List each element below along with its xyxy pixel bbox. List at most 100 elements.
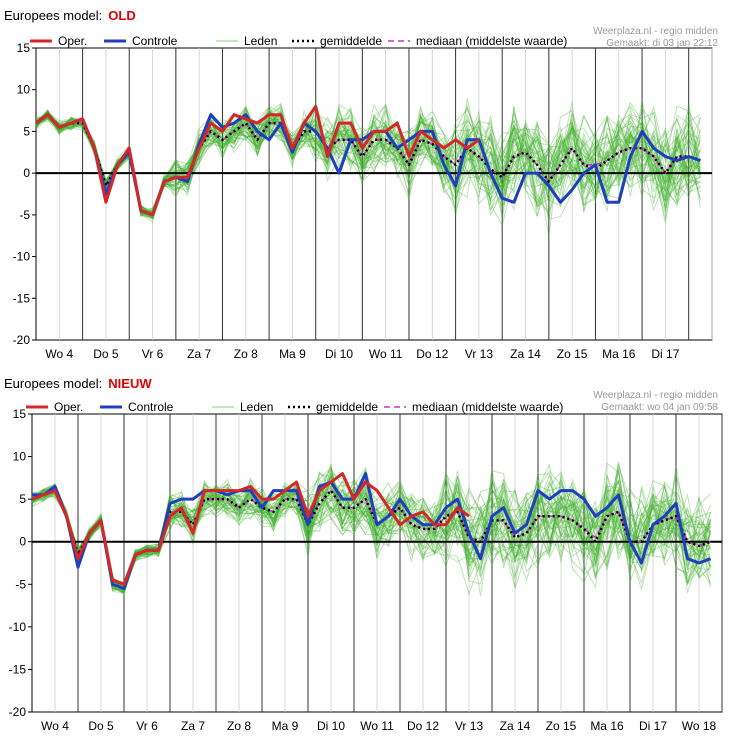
x-tick-label: Vr 13: [455, 719, 484, 733]
member-line: [31, 477, 711, 588]
x-tick-label: Di 10: [317, 719, 345, 733]
member-line: [31, 463, 711, 591]
member-line: [35, 107, 701, 214]
oper-line: [35, 104, 480, 217]
legend-gemiddelde-label: gemiddelde: [320, 34, 382, 48]
legend: Oper. Controle Leden gemiddelde mediaan (mid…: [26, 400, 563, 414]
member-line: [35, 105, 701, 237]
member-line: [31, 467, 711, 588]
x-tick-label: Vr 6: [142, 347, 164, 361]
x-tick-label: Ma 9: [279, 347, 306, 361]
legend-mediaan-label: mediaan (middelste waarde): [416, 34, 567, 48]
chart-credit: Weerplaza.nl - regio midden Gemaakt: wo …: [593, 390, 718, 414]
x-tick-label: Di 17: [639, 719, 667, 733]
member-line: [31, 473, 711, 594]
member-line: [35, 105, 701, 216]
x-tick-label: Do 5: [88, 719, 114, 733]
y-tick-label: 10: [13, 450, 27, 464]
x-tick-label: Vr 13: [465, 347, 494, 361]
member-line: [35, 106, 701, 215]
mediaan-line: [31, 489, 711, 590]
gemiddelde-line: [31, 489, 711, 590]
member-line: [31, 480, 711, 591]
y-tick-label: 5: [23, 124, 30, 138]
member-line: [31, 479, 711, 592]
member-line: [31, 486, 711, 593]
legend-controle-label: Controle: [132, 34, 178, 48]
member-line: [31, 472, 711, 596]
chart-title-text: Europees model:: [4, 376, 103, 391]
member-line: [31, 467, 711, 595]
chart-panel-new: Europees model: NIEUW Weerplaza.nl - regi…: [0, 372, 732, 754]
oper-line: [31, 472, 470, 586]
member-line: [31, 481, 711, 597]
legend-leden-label: Leden: [240, 400, 273, 414]
x-tick-label: Zo 15: [557, 347, 588, 361]
x-tick-label: Za 7: [187, 347, 211, 361]
x-tick-label: Zo 15: [546, 719, 577, 733]
member-line: [35, 102, 701, 218]
y-tick-label: -15: [13, 291, 31, 305]
x-tick-label: Za 7: [181, 719, 205, 733]
x-tick-label: Ma 16: [602, 347, 636, 361]
member-line: [31, 462, 711, 589]
legend-controle-label: Controle: [128, 400, 174, 414]
legend: Oper. Controle Leden gemiddelde mediaan (mid…: [30, 34, 567, 48]
x-tick-label: Wo 4: [41, 719, 69, 733]
chart-plot-old: 15 10 5 0 -5 -10 -15 -20 Wo 4 Do 5 Vr 6 Za 7 Zo 8 Ma …: [13, 34, 713, 361]
x-tick-label: Do 12: [416, 347, 448, 361]
x-tick-label: Za 14: [510, 347, 541, 361]
x-tick-label: Do 5: [93, 347, 119, 361]
legend-oper-label: Oper.: [58, 34, 87, 48]
x-tick-label: Do 12: [407, 719, 439, 733]
y-tick-label: -20: [13, 333, 31, 347]
y-tick-label: -20: [9, 705, 27, 719]
x-tick-label: Zo 8: [227, 719, 251, 733]
y-tick-label: -10: [9, 620, 27, 634]
y-tick-label: 5: [19, 492, 26, 506]
y-tick-label: 15: [13, 407, 27, 421]
member-line: [31, 471, 711, 590]
y-tick-label: -15: [9, 662, 27, 676]
x-tick-label: Wo 11: [369, 347, 403, 361]
member-line: [35, 103, 701, 217]
y-tick-label: 0: [23, 166, 30, 180]
mediaan-line: [35, 113, 701, 216]
chart-title: Europees model: NIEUW: [4, 376, 152, 391]
member-line: [35, 109, 701, 220]
y-tick-label: 10: [17, 83, 31, 97]
member-line: [31, 483, 711, 595]
member-line: [35, 100, 701, 210]
member-line: [31, 474, 711, 594]
x-tick-label: Di 10: [325, 347, 353, 361]
legend-leden-label: Leden: [244, 34, 277, 48]
credit-source: Weerplaza.nl - regio midden: [593, 26, 718, 37]
member-line: [35, 106, 701, 216]
y-tick-label: 15: [17, 41, 31, 55]
legend-oper-label: Oper.: [54, 400, 83, 414]
chart-title: Europees model: OLD: [4, 8, 136, 23]
model-tag-old: OLD: [108, 8, 136, 23]
x-tick-label: Wo 11: [360, 719, 394, 733]
x-tick-label: Vr 6: [136, 719, 158, 733]
model-tag-new: NIEUW: [108, 376, 152, 391]
x-tick-label: Ma 16: [590, 719, 624, 733]
member-line: [35, 109, 701, 215]
y-tick-label: -5: [19, 208, 30, 222]
member-line: [35, 112, 701, 220]
member-line: [31, 480, 711, 591]
x-tick-label: Wo 4: [45, 347, 73, 361]
chart-panel-old: Europees model: OLD Weerplaza.nl - regio …: [0, 0, 732, 372]
x-tick-label: Zo 8: [234, 347, 258, 361]
chart-title-text: Europees model:: [4, 8, 103, 23]
x-tick-label: Di 17: [651, 347, 679, 361]
member-line: [35, 106, 701, 213]
legend-mediaan-label: mediaan (middelste waarde): [412, 400, 563, 414]
member-line: [31, 470, 711, 594]
x-tick-label: Za 14: [500, 719, 531, 733]
member-line: [31, 463, 711, 592]
x-tick-label: Wo 18: [682, 719, 717, 733]
chart-credit: Weerplaza.nl - regio midden Gemaakt: di …: [593, 26, 718, 50]
member-line: [35, 108, 701, 215]
credit-source: Weerplaza.nl - regio midden: [593, 390, 718, 401]
